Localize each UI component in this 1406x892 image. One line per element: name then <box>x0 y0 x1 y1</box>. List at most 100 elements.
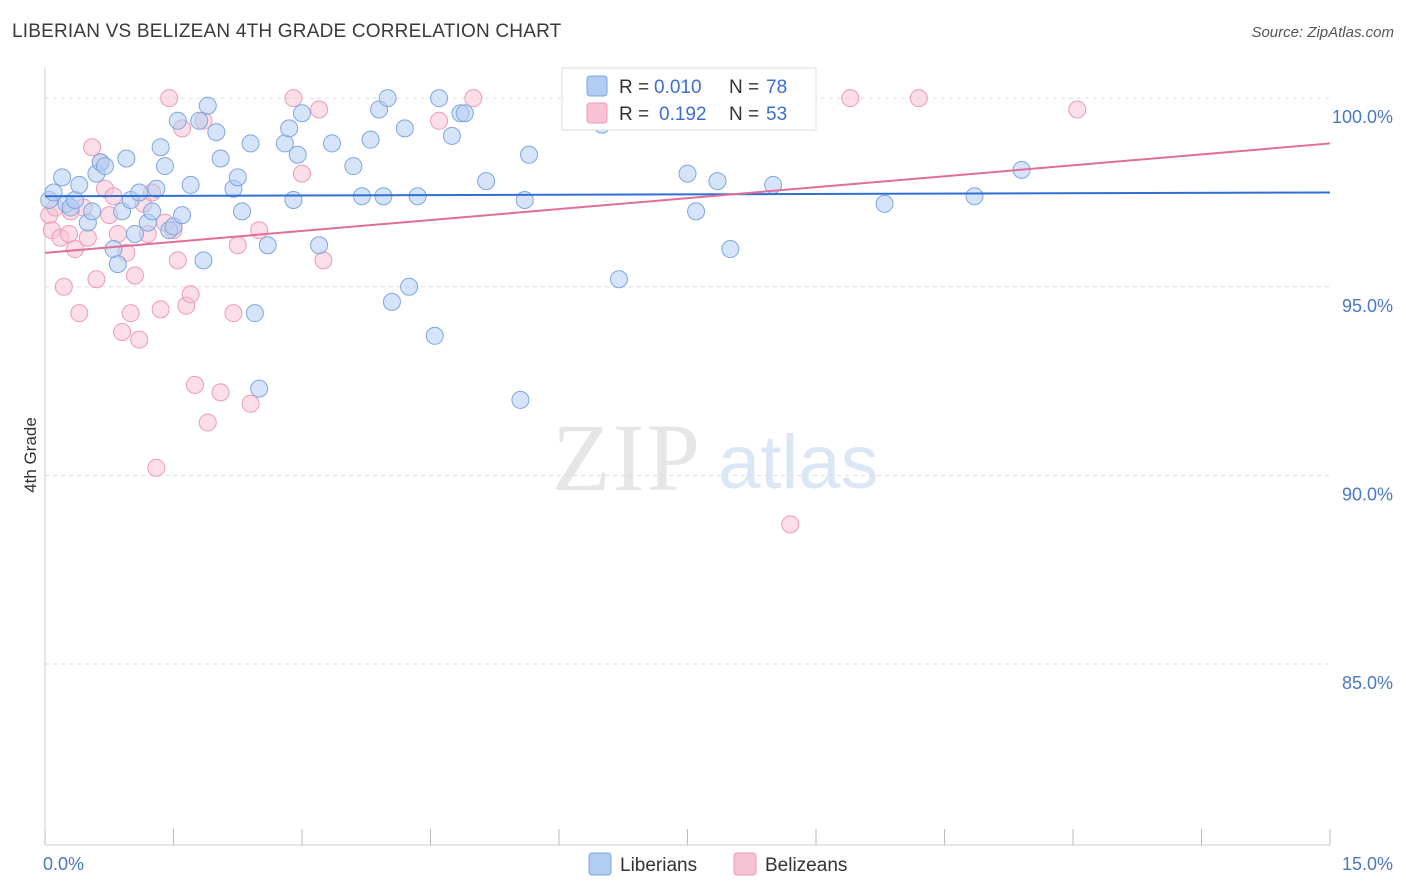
legend-r-value-2: 0.192 <box>659 104 707 125</box>
y-tick-label-0: 100.0% <box>1332 107 1393 127</box>
liberians-point-31 <box>198 96 217 115</box>
liberians-point-59 <box>430 89 449 108</box>
liberians-point-53 <box>378 89 397 108</box>
liberians-point-74 <box>875 194 894 213</box>
source-label: Source: ZipAtlas.com <box>1251 24 1394 41</box>
liberians-points <box>40 89 1031 409</box>
belizeans-point-25 <box>147 458 166 477</box>
liberians-point-37 <box>241 134 260 153</box>
liberians-point-8 <box>83 202 102 221</box>
liberians-point-15 <box>117 149 136 168</box>
belizeans-point-46 <box>430 111 449 130</box>
y-tick-label-2: 90.0% <box>1342 484 1393 504</box>
liberians-point-39 <box>250 379 269 398</box>
belizeans-point-44 <box>310 100 329 119</box>
belizeans-point-16 <box>108 224 127 243</box>
liberians-point-6 <box>70 175 89 194</box>
liberians-point-22 <box>151 138 170 157</box>
bottom-swatch-belizeans <box>733 852 757 876</box>
watermark-atlas: atlas <box>718 420 879 505</box>
stats-legend: R = 0.010 N = 78 R = 0.192 N = 53 <box>561 67 817 131</box>
belizeans-point-33 <box>181 285 200 304</box>
liberians-point-64 <box>511 390 530 409</box>
belizeans-point-34 <box>185 375 204 394</box>
belizeans-point-50 <box>909 89 928 108</box>
belizeans-point-49 <box>841 89 860 108</box>
belizeans-point-38 <box>224 304 243 323</box>
liberians-point-5 <box>65 191 84 210</box>
liberians-point-2 <box>53 168 72 187</box>
liberians-point-72 <box>721 240 740 259</box>
liberians-point-69 <box>678 164 697 183</box>
liberians-point-57 <box>408 187 427 206</box>
belizeans-point-21 <box>130 330 149 349</box>
legend-n-label-1: N = <box>729 77 759 98</box>
liberians-point-23 <box>155 157 174 176</box>
liberians-point-33 <box>211 149 230 168</box>
x-tick-label-0: 0.0% <box>43 854 84 874</box>
liberians-point-47 <box>322 134 341 153</box>
liberians-point-26 <box>168 111 187 130</box>
liberians-point-13 <box>108 255 127 274</box>
liberians-point-71 <box>708 172 727 191</box>
liberians-point-38 <box>245 304 264 323</box>
legend-r-label-2: R = <box>619 104 649 125</box>
belizeans-point-39 <box>228 236 247 255</box>
chart-title: LIBERIAN VS BELIZEAN 4TH GRADE CORRELATI… <box>12 21 562 42</box>
belizeans-trend-line <box>44 142 1331 254</box>
bottom-legend-liberians: Liberians <box>620 855 697 876</box>
belizeans-point-40 <box>241 394 260 413</box>
y-axis-label: 4th Grade <box>21 417 40 493</box>
liberians-point-20 <box>143 202 162 221</box>
liberians-point-50 <box>361 130 380 149</box>
legend-swatch-liberians <box>586 75 608 97</box>
belizeans-point-48 <box>781 515 800 534</box>
belizeans-point-11 <box>87 270 106 289</box>
liberians-point-66 <box>520 145 539 164</box>
liberians-point-45 <box>293 104 311 123</box>
belizeans-point-10 <box>83 138 102 157</box>
belizeans-point-47 <box>464 89 483 108</box>
watermark-zip: ZIP <box>552 404 702 511</box>
belizeans-point-7 <box>70 304 89 323</box>
bottom-swatch-liberians <box>588 852 612 876</box>
liberians-point-32 <box>207 123 226 142</box>
liberians-point-48 <box>344 157 363 176</box>
liberians-point-42 <box>280 119 299 138</box>
y-tick-labels: 100.0% 95.0% 90.0% 85.0% <box>1332 107 1393 693</box>
liberians-point-63 <box>477 172 496 191</box>
belizeans-point-17 <box>113 323 132 342</box>
liberians-point-12 <box>104 240 123 259</box>
liberians-point-54 <box>382 292 401 311</box>
liberians-point-55 <box>395 119 414 138</box>
belizeans-point-26 <box>151 300 170 319</box>
series-legend: Liberians Belizeans <box>588 852 847 876</box>
x-tick-label-1: 15.0% <box>1342 854 1393 874</box>
liberians-point-75 <box>965 187 984 206</box>
belizeans-point-19 <box>121 304 140 323</box>
liberians-point-28 <box>181 175 200 194</box>
belizeans-point-45 <box>314 251 333 270</box>
liberians-point-58 <box>425 326 444 345</box>
legend-n-label-2: N = <box>729 104 759 125</box>
liberians-point-68 <box>609 270 628 289</box>
belizeans-point-20 <box>125 266 144 285</box>
liberians-point-36 <box>233 202 252 221</box>
belizeans-point-43 <box>293 164 311 183</box>
liberians-point-18 <box>130 183 149 202</box>
liberians-point-17 <box>125 224 144 243</box>
liberians-point-35 <box>228 168 247 187</box>
legend-r-value-1: 0.010 <box>654 77 702 98</box>
belizeans-point-41 <box>250 221 269 240</box>
liberians-point-60 <box>442 126 461 145</box>
liberians-point-43 <box>284 191 303 210</box>
belizeans-point-4 <box>54 277 73 296</box>
belizeans-point-9 <box>78 228 97 247</box>
belizeans-point-36 <box>198 413 217 432</box>
liberians-point-44 <box>288 145 307 164</box>
legend-n-value-1: 78 <box>766 77 787 98</box>
belizeans-point-30 <box>168 251 187 270</box>
belizeans-point-28 <box>160 89 179 108</box>
legend-n-value-2: 53 <box>766 104 787 125</box>
